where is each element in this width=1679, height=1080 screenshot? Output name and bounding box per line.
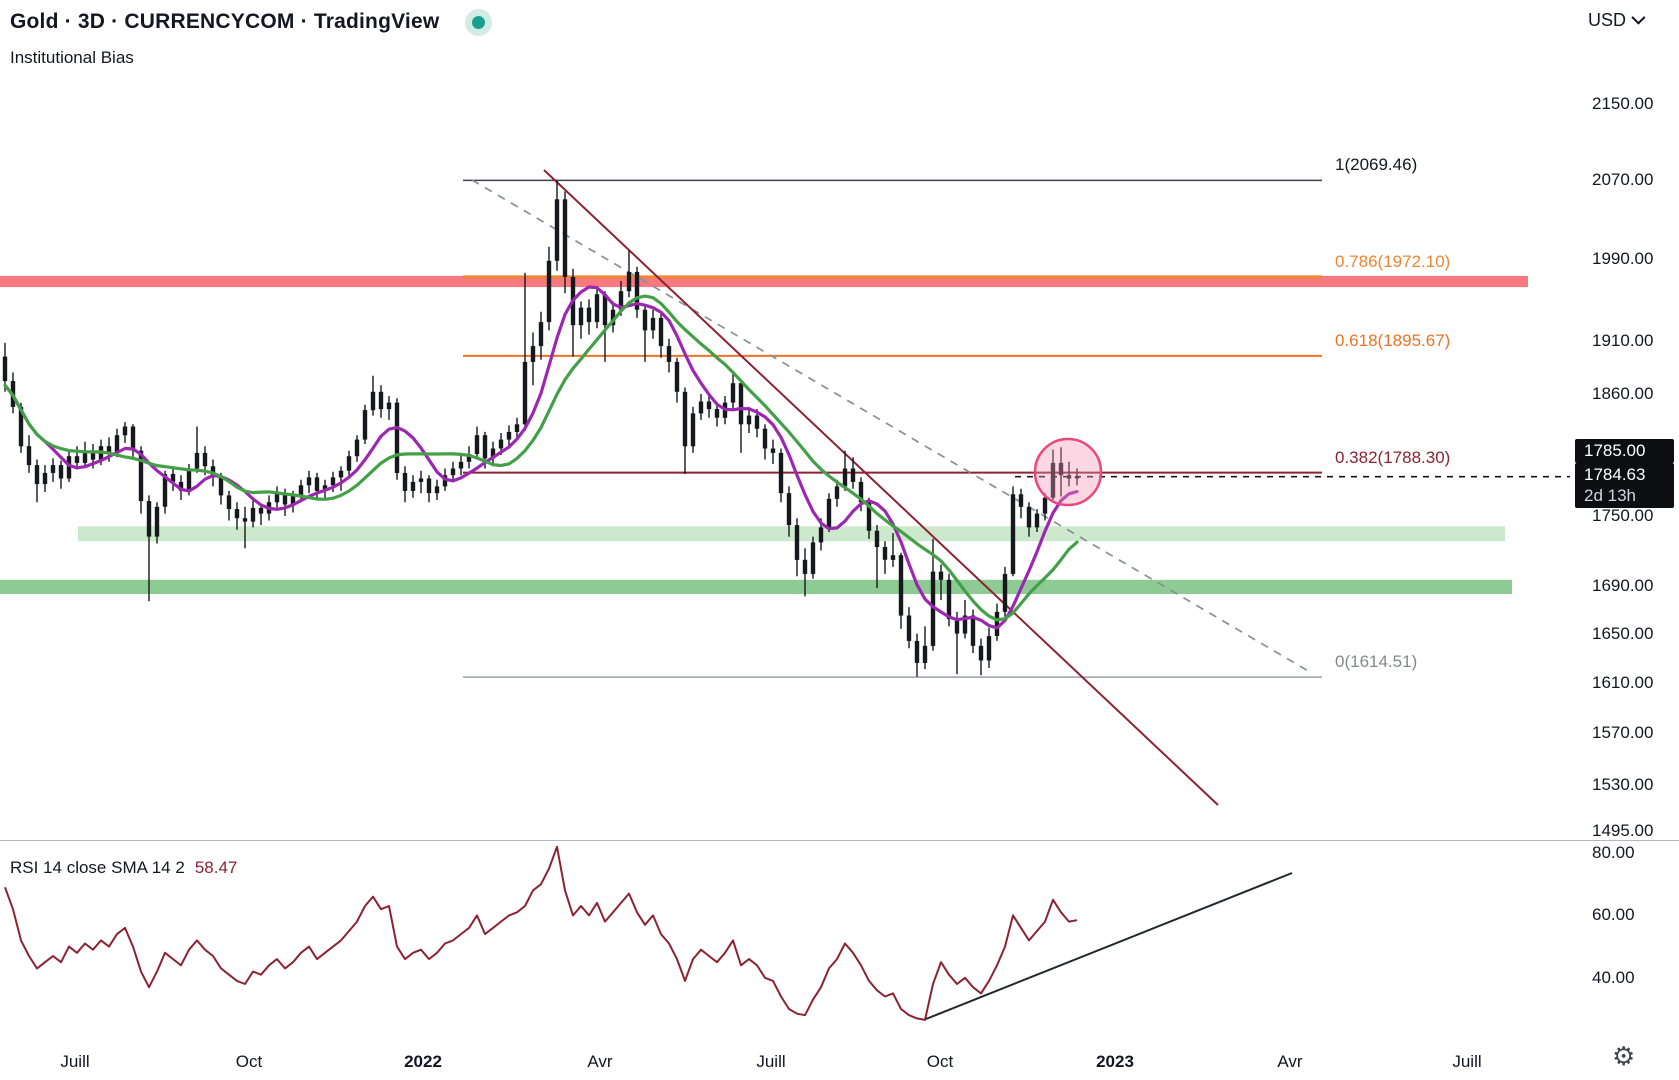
pane-separator[interactable]: [0, 840, 1679, 841]
price-axis-label: 2070.00: [1592, 169, 1654, 189]
fib-baseline-dashed[interactable]: [471, 179, 1311, 673]
price-axis-label: 1860.00: [1592, 383, 1654, 403]
support-zone-strong[interactable]: [0, 579, 1512, 595]
current-price-badge: 1784.63 2d 13h: [1575, 463, 1674, 508]
indicator-title[interactable]: Institutional Bias: [10, 48, 134, 67]
current-price-value: 1784.63: [1584, 465, 1646, 484]
time-axis-label[interactable]: 2022: [404, 1052, 442, 1071]
rsi-axis-label: 80.00: [1592, 843, 1635, 862]
time-axis-label[interactable]: Oct: [235, 1052, 263, 1071]
price-axis-label: 1495.00: [1592, 821, 1654, 841]
time-axis-label[interactable]: Oct: [926, 1052, 954, 1071]
level-price-badge: 1785.00: [1575, 439, 1674, 463]
rsi-current-value: 58.47: [194, 858, 238, 877]
bar-countdown: 2d 13h: [1584, 486, 1636, 505]
price-axis-label: 1990.00: [1592, 248, 1654, 268]
price-axis-label: 1650.00: [1592, 623, 1654, 643]
symbol-title[interactable]: Gold · 3D · CURRENCYCOM · TradingView: [10, 10, 440, 33]
time-axis-label[interactable]: Avr: [1277, 1052, 1303, 1071]
price-axis-label: 1530.00: [1592, 774, 1654, 794]
market-status-dot: [472, 16, 485, 29]
currency-selector[interactable]: USD: [1588, 10, 1646, 31]
slow-smoothed-ma[interactable]: [3, 294, 1079, 622]
time-axis-label[interactable]: Juill: [60, 1052, 90, 1071]
fib-level-label: 0.382(1788.30): [1335, 447, 1451, 467]
rsi-axis-label: 60.00: [1592, 905, 1635, 925]
resistance-zone[interactable]: [0, 275, 1528, 288]
rsi-trendline[interactable]: [925, 872, 1293, 1020]
price-axis-label: 1750.00: [1592, 505, 1654, 525]
rsi-legend[interactable]: RSI 14 close SMA 14 2 58.47: [10, 858, 237, 878]
time-axis-label[interactable]: Juill: [756, 1052, 786, 1071]
fib-level-label: 1(2069.46): [1335, 155, 1418, 175]
price-axis-label: 1570.00: [1592, 723, 1654, 743]
level-price-value: 1785.00: [1584, 441, 1646, 460]
fib-level-label: 0.786(1972.10): [1335, 251, 1451, 271]
fib-level-label: 0.618(1895.67): [1335, 330, 1451, 350]
fib-level-label: 0(1614.51): [1335, 652, 1418, 672]
time-axis-label[interactable]: 2023: [1096, 1052, 1134, 1071]
price-axis-label: 1910.00: [1592, 330, 1654, 350]
currency-label: USD: [1588, 10, 1627, 30]
support-zone-light[interactable]: [78, 526, 1505, 542]
rsi-line[interactable]: [4, 845, 1078, 1021]
price-axis-label: 1610.00: [1592, 672, 1654, 692]
highlight-circle[interactable]: [1033, 437, 1103, 507]
fast-smoothed-ma[interactable]: [3, 285, 1079, 630]
rsi-legend-label: RSI 14 close SMA 14 2: [10, 858, 185, 877]
downtrend-line[interactable]: [543, 169, 1219, 806]
market-status-icon[interactable]: [465, 9, 492, 36]
settings-gear-icon[interactable]: ⚙: [1612, 1041, 1636, 1071]
rsi-axis-label: 40.00: [1592, 967, 1635, 987]
price-axis-label: 2150.00: [1592, 94, 1654, 113]
time-axis-label[interactable]: Juill: [1452, 1052, 1482, 1071]
time-axis-label[interactable]: Avr: [587, 1052, 613, 1071]
price-axis-label: 1690.00: [1592, 575, 1654, 595]
